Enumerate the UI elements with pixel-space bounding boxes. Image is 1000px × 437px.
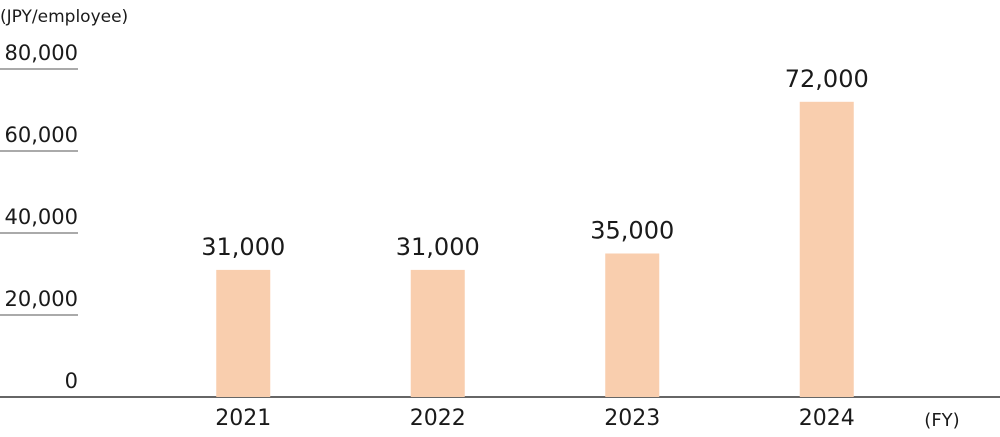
bar — [410, 269, 465, 397]
bar — [216, 269, 271, 397]
bar — [799, 101, 854, 398]
bar — [605, 253, 660, 397]
x-tick-label: 2021 — [215, 406, 271, 431]
y-tick-label: 80,000 — [5, 41, 78, 65]
x-tick-label: 2024 — [799, 406, 855, 431]
y-tick-label: 0 — [65, 369, 78, 393]
data-label: 35,000 — [590, 217, 674, 245]
data-label: 72,000 — [785, 65, 869, 93]
y-tick-label: 60,000 — [5, 123, 78, 147]
x-axis-label: (FY) — [924, 410, 959, 431]
x-tick-label: 2022 — [410, 406, 466, 431]
data-label: 31,000 — [201, 233, 285, 261]
data-label: 31,000 — [396, 233, 480, 261]
y-tick-label: 40,000 — [5, 205, 78, 229]
x-tick-label: 2023 — [604, 406, 660, 431]
y-tick-label: 20,000 — [5, 287, 78, 311]
y-axis-label: (JPY/employee) — [0, 7, 128, 27]
